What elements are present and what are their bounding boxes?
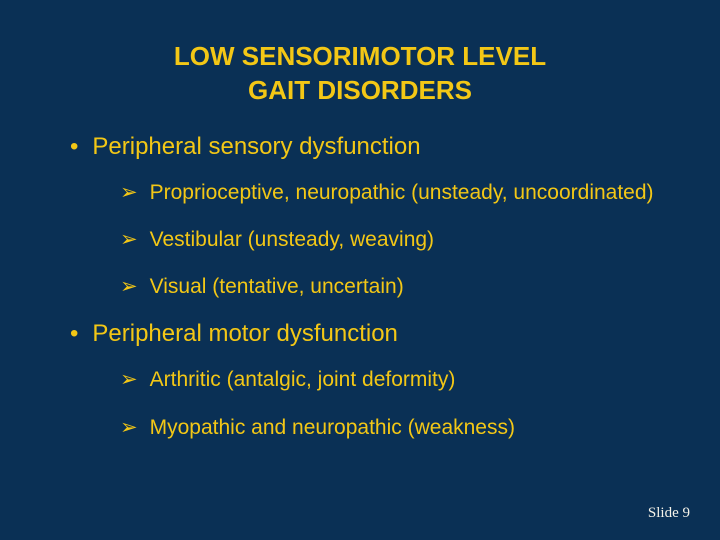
- slide-number: Slide 9: [648, 505, 690, 522]
- arrow-marker-icon: ➢: [120, 226, 138, 253]
- list-item: ➢ Visual (tentative, uncertain): [120, 273, 660, 300]
- title-line-1: LOW SENSORIMOTOR LEVEL: [174, 41, 546, 71]
- arrow-marker-icon: ➢: [120, 179, 138, 206]
- list-item: ➢ Arthritic (antalgic, joint deformity): [120, 366, 660, 393]
- bullet-marker-icon: •: [70, 320, 78, 348]
- list-item: ➢ Vestibular (unsteady, weaving): [120, 226, 660, 253]
- arrow-marker-icon: ➢: [120, 366, 138, 393]
- slide-container: LOW SENSORIMOTOR LEVEL GAIT DISORDERS • …: [0, 0, 720, 540]
- bullet-marker-icon: •: [70, 133, 78, 161]
- bullet-section-1: • Peripheral sensory dysfunction: [70, 133, 660, 161]
- list-item: ➢ Proprioceptive, neuropathic (unsteady,…: [120, 179, 660, 206]
- section-1-heading: Peripheral sensory dysfunction: [92, 133, 420, 161]
- item-text: Visual (tentative, uncertain): [150, 273, 404, 300]
- bullet-section-2: • Peripheral motor dysfunction: [70, 320, 660, 348]
- slide-title: LOW SENSORIMOTOR LEVEL GAIT DISORDERS: [60, 40, 660, 108]
- arrow-marker-icon: ➢: [120, 414, 138, 441]
- section-2-heading: Peripheral motor dysfunction: [92, 320, 397, 348]
- item-text: Proprioceptive, neuropathic (unsteady, u…: [150, 179, 654, 206]
- title-line-2: GAIT DISORDERS: [248, 75, 472, 105]
- arrow-marker-icon: ➢: [120, 273, 138, 300]
- item-text: Vestibular (unsteady, weaving): [150, 226, 434, 253]
- list-item: ➢ Myopathic and neuropathic (weakness): [120, 414, 660, 441]
- item-text: Myopathic and neuropathic (weakness): [150, 414, 515, 441]
- item-text: Arthritic (antalgic, joint deformity): [150, 366, 456, 393]
